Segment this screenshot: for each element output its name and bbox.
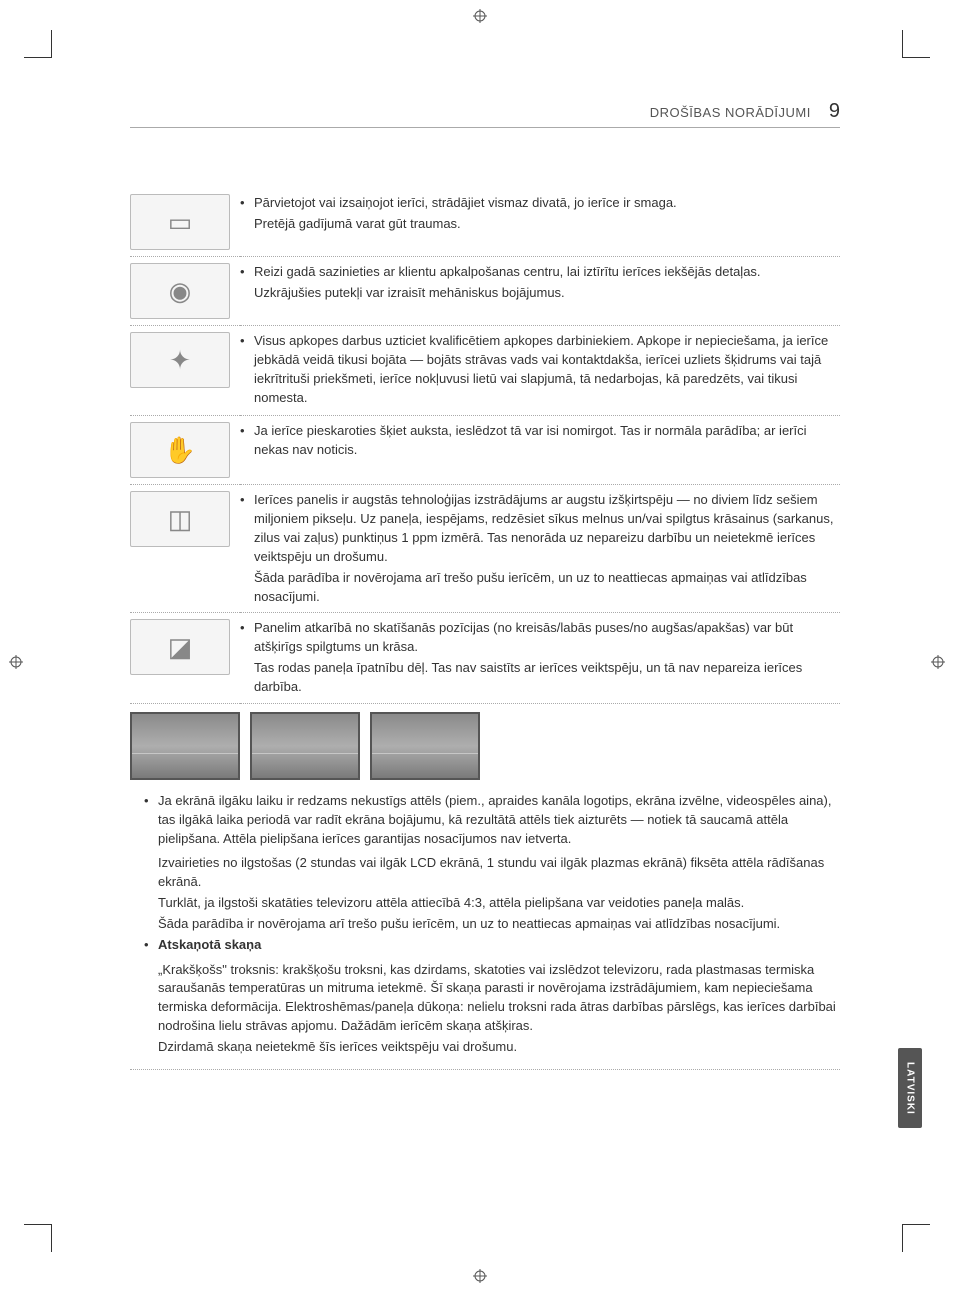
- note-sound: Atskaņotā skaņa: [130, 936, 840, 955]
- tv-pixels-icon: ◫: [130, 491, 230, 547]
- example-photo-3: [370, 712, 480, 780]
- safety-bullet: Visus apkopes darbus uzticiet kvalificēt…: [240, 332, 840, 407]
- tv-hand-touch-icon: ✋: [130, 422, 230, 478]
- registration-mark-top: [472, 8, 488, 24]
- crop-mark-tr: [902, 30, 930, 58]
- example-photo-1: [130, 712, 240, 780]
- table-row: ◉ Reizi gadā sazinieties ar klientu apkal…: [130, 257, 840, 326]
- note-sound-title: Atskaņotā skaņa: [158, 937, 261, 952]
- crop-mark-br: [902, 1224, 930, 1252]
- safety-extra-text: Šāda parādība ir novērojama arī trešo pu…: [240, 569, 840, 607]
- icon-glyph: ✋: [164, 435, 196, 466]
- note-image-retention: Ja ekrānā ilgāku laiku ir redzams nekust…: [130, 792, 840, 849]
- safety-bullet: Ja ierīce pieskaroties šķiet auksta, ies…: [240, 422, 840, 460]
- page-content: DROŠĪBAS NORĀDĪJUMI 9 ▭ Pārvietojot vai i…: [130, 100, 840, 1070]
- lower-notes: Ja ekrānā ilgāku laiku ir redzams nekust…: [130, 792, 840, 1070]
- safety-bullet: Panelim atkarībā no skatīšanās pozīcijas…: [240, 619, 840, 657]
- registration-mark-bottom: [472, 1268, 488, 1284]
- icon-glyph: ▭: [168, 207, 193, 238]
- table-row: ✋ Ja ierīce pieskaroties šķiet auksta, ie…: [130, 416, 840, 485]
- safety-extra-text: Pretējā gadījumā varat gūt traumas.: [240, 215, 840, 234]
- header-title: DROŠĪBAS NORĀDĪJUMI: [650, 105, 811, 120]
- note-image-retention-cont-3: Šāda parādība ir novērojama arī trešo pu…: [130, 915, 840, 934]
- icon-glyph: ✦: [169, 345, 191, 376]
- icon-glyph: ◫: [168, 504, 193, 535]
- registration-mark-right: [930, 654, 946, 670]
- example-photo-2: [250, 712, 360, 780]
- tv-service-person-icon: ✦: [130, 332, 230, 388]
- tv-angle-icon: ◪: [130, 619, 230, 675]
- tv-dust-icon: ◉: [130, 263, 230, 319]
- icon-glyph: ◉: [169, 276, 192, 307]
- safety-bullet: Pārvietojot vai izsaiņojot ierīci, strād…: [240, 194, 840, 213]
- safety-bullet: Ierīces panelis ir augstās tehnoloģijas …: [240, 491, 840, 566]
- crop-mark-tl: [24, 30, 52, 58]
- note-image-retention-cont-1: Izvairieties no ilgstošas (2 stundas vai…: [130, 854, 840, 892]
- page-header: DROŠĪBAS NORĀDĪJUMI 9: [130, 100, 840, 128]
- safety-bullet: Reizi gadā sazinieties ar klientu apkalp…: [240, 263, 840, 282]
- icon-glyph: ◪: [168, 632, 193, 663]
- safety-extra-text: Uzkrājušies putekļi var izraisīt mehānis…: [240, 284, 840, 303]
- table-row: ◪ Panelim atkarībā no skatīšanās pozīcija…: [130, 613, 840, 703]
- table-row: ✦ Visus apkopes darbus uzticiet kvalificē…: [130, 326, 840, 416]
- registration-mark-left: [8, 654, 24, 670]
- example-photo-row: [130, 712, 840, 780]
- table-row: ▭ Pārvietojot vai izsaiņojot ierīci, strā…: [130, 188, 840, 257]
- safety-extra-text: Tas rodas paneļa īpatnību dēļ. Tas nav s…: [240, 659, 840, 697]
- note-image-retention-cont-2: Turklāt, ja ilgstoši skatāties televizor…: [130, 894, 840, 913]
- table-row: ◫ Ierīces panelis ir augstās tehnoloģijas…: [130, 485, 840, 613]
- safety-table: ▭ Pārvietojot vai izsaiņojot ierīci, strā…: [130, 188, 840, 704]
- note-sound-body: „Krakšķošs" troksnis: krakšķošu troksni,…: [130, 961, 840, 1036]
- two-people-carry-tv-icon: ▭: [130, 194, 230, 250]
- language-tab: LATVISKI: [898, 1048, 922, 1128]
- crop-mark-bl: [24, 1224, 52, 1252]
- note-sound-foot: Dzirdamā skaņa neietekmē šīs ierīces vei…: [130, 1038, 840, 1057]
- page-number: 9: [829, 100, 840, 123]
